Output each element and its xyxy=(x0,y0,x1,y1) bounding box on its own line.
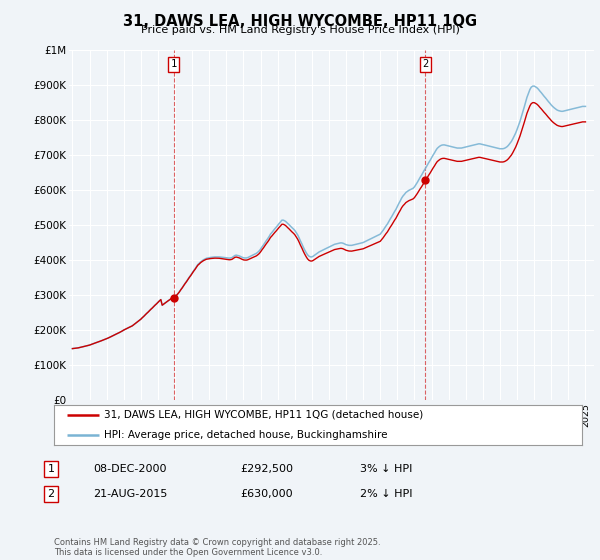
Text: £630,000: £630,000 xyxy=(240,489,293,499)
Text: 31, DAWS LEA, HIGH WYCOMBE, HP11 1QG (detached house): 31, DAWS LEA, HIGH WYCOMBE, HP11 1QG (de… xyxy=(104,410,424,420)
Text: 2: 2 xyxy=(422,59,428,69)
Text: 31, DAWS LEA, HIGH WYCOMBE, HP11 1QG: 31, DAWS LEA, HIGH WYCOMBE, HP11 1QG xyxy=(123,14,477,29)
Text: 21-AUG-2015: 21-AUG-2015 xyxy=(93,489,167,499)
Text: 1: 1 xyxy=(170,59,177,69)
Text: Price paid vs. HM Land Registry's House Price Index (HPI): Price paid vs. HM Land Registry's House … xyxy=(140,25,460,35)
Text: Contains HM Land Registry data © Crown copyright and database right 2025.
This d: Contains HM Land Registry data © Crown c… xyxy=(54,538,380,557)
Text: 1: 1 xyxy=(47,464,55,474)
Text: 3% ↓ HPI: 3% ↓ HPI xyxy=(360,464,412,474)
Text: 2: 2 xyxy=(47,489,55,499)
Text: £292,500: £292,500 xyxy=(240,464,293,474)
Text: HPI: Average price, detached house, Buckinghamshire: HPI: Average price, detached house, Buck… xyxy=(104,430,388,440)
Text: 08-DEC-2000: 08-DEC-2000 xyxy=(93,464,167,474)
Text: 2% ↓ HPI: 2% ↓ HPI xyxy=(360,489,413,499)
